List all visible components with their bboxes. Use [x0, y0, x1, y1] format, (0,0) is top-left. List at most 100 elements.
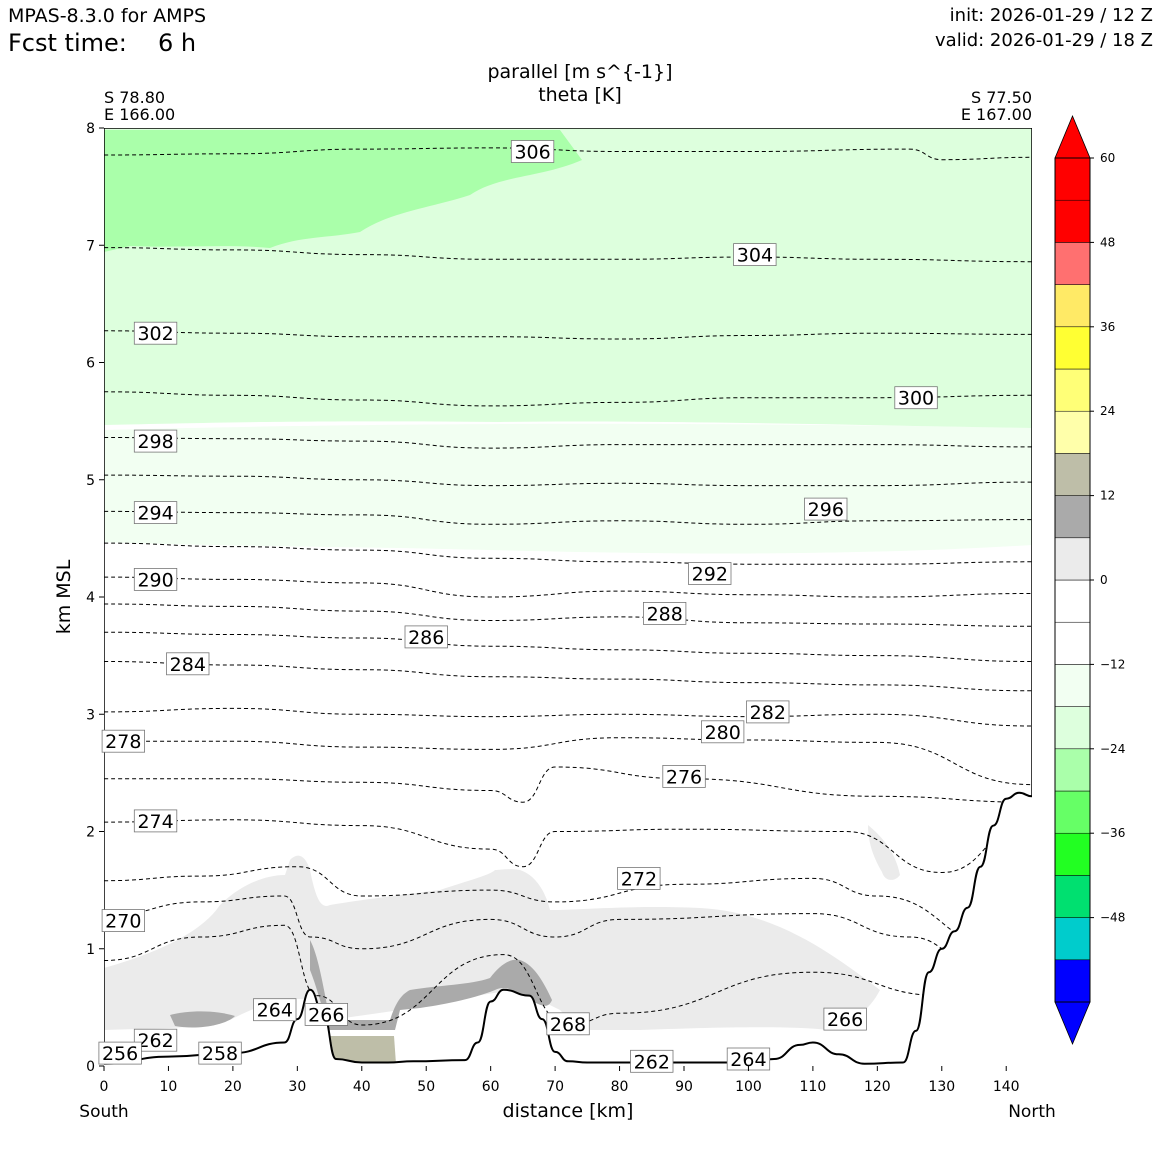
model-title: MPAS-8.3.0 for AMPS: [8, 5, 207, 27]
colorbar-tick-label: −36: [1100, 826, 1125, 840]
theta-contour-304: [104, 247, 1032, 263]
colorbar-bin: [1054, 495, 1091, 539]
theta-contour-268: [104, 924, 942, 1026]
x-tick-label: 110: [800, 1079, 827, 1095]
colorbar-bin: [1054, 917, 1091, 961]
theta-label: 274: [137, 811, 173, 833]
theta-label-box: [253, 998, 297, 1022]
x-tick-label: 0: [100, 1079, 109, 1095]
y-tick-label: 4: [86, 590, 95, 606]
shade-plus18: [330, 1036, 396, 1064]
theta-contour-278: [104, 737, 1032, 786]
colorbar-tick-label: 48: [1100, 235, 1115, 249]
theta-label: 288: [647, 603, 683, 625]
theta-label: 306: [514, 142, 550, 164]
colorbar-bin: [1054, 875, 1091, 918]
theta-contour-296: [104, 474, 1032, 487]
theta-label-box: [133, 429, 178, 453]
theta-label-box: [98, 1041, 142, 1065]
theta-label-box: [133, 501, 178, 525]
theta-label-box: [198, 1041, 242, 1065]
colorbar-tick-label: 12: [1100, 489, 1115, 503]
theta-label: 276: [666, 766, 702, 788]
theta-label-box: [617, 867, 661, 890]
x-start-label: South: [79, 1102, 128, 1122]
colorbar-bin: [1054, 537, 1091, 581]
colorbar-tick-label: 60: [1100, 151, 1115, 165]
theta-label-box: [823, 1007, 867, 1031]
theta-label-box: [662, 765, 706, 788]
theta-label-box: [101, 909, 145, 932]
theta-contour-284: [104, 661, 1032, 692]
theta-label: 284: [170, 654, 206, 676]
x-tick-label: 90: [675, 1079, 693, 1095]
theta-contour-290: [104, 576, 1032, 598]
chart-title-line2: theta [K]: [538, 84, 622, 106]
x-end-label: North: [1008, 1102, 1056, 1122]
x-tick-label: 30: [288, 1079, 306, 1095]
shade-minus12: [104, 423, 1032, 554]
theta-label: 300: [898, 388, 934, 410]
x-axis-label: distance [km]: [503, 1100, 634, 1122]
theta-label-box: [101, 729, 145, 753]
theta-label-box: [166, 652, 210, 676]
theta-contour-292: [104, 542, 1032, 565]
theta-label-box: [733, 243, 777, 267]
right-endpoint-lat: S 77.50: [971, 88, 1032, 107]
theta-label: 264: [730, 1049, 766, 1071]
x-tick-label: 80: [611, 1079, 629, 1095]
x-tick-label: 60: [482, 1079, 500, 1095]
colorbar-extend-max: [1054, 114, 1091, 159]
x-tick-label: 70: [546, 1079, 564, 1095]
colorbar-tick-label: 0: [1100, 573, 1108, 587]
theta-contour-276: [104, 766, 1032, 803]
theta-label-box: [510, 140, 555, 163]
init-time: init: 2026-01-29 / 12 Z: [949, 5, 1153, 26]
colorbar-tick-label: 36: [1100, 320, 1115, 334]
colorbar-bin: [1054, 790, 1091, 834]
colorbar-tick-label: 24: [1100, 404, 1115, 418]
theta-label: 264: [257, 1000, 293, 1022]
x-tick-label: 120: [864, 1079, 891, 1095]
colorbar-bin: [1054, 157, 1091, 201]
colorbar-bin: [1054, 959, 1091, 1003]
theta-label: 272: [621, 868, 657, 890]
theta-label: 286: [408, 627, 444, 649]
theta-label: 304: [737, 245, 773, 267]
colorbar-extend-min: [1054, 1001, 1091, 1046]
colorbar-bin: [1054, 368, 1091, 412]
theta-contour-274: [104, 819, 1032, 874]
theta-label: 258: [202, 1043, 238, 1065]
shade-plus12-south: [170, 1011, 235, 1028]
theta-label: 296: [808, 499, 844, 521]
forecast-time-label: Fcst time:: [8, 29, 127, 57]
theta-label-box: [404, 625, 448, 649]
valid-time: valid: 2026-01-29 / 18 Z: [935, 30, 1153, 51]
y-tick-label: 7: [86, 238, 95, 254]
colorbar-bin: [1054, 706, 1091, 750]
theta-label: 268: [550, 1014, 586, 1036]
colorbar-bin: [1054, 284, 1091, 328]
theta-label-box: [133, 568, 178, 591]
x-tick-label: 100: [735, 1079, 762, 1095]
y-tick-label: 0: [86, 1059, 95, 1075]
colorbar-bin: [1054, 242, 1091, 285]
theta-label: 280: [705, 722, 741, 744]
y-tick-label: 6: [86, 356, 95, 372]
colorbar-tick-label: −48: [1100, 911, 1125, 925]
theta-contour-272: [104, 866, 1007, 950]
theta-label-box: [304, 1003, 349, 1026]
y-tick-label: 5: [86, 473, 95, 489]
theta-contour-300: [104, 391, 1032, 407]
colorbar-tick-label: −24: [1100, 742, 1125, 756]
shade-minus24: [104, 130, 582, 252]
theta-label-box: [133, 321, 178, 345]
y-tick-label: 1: [86, 942, 95, 958]
theta-label-box: [630, 1049, 674, 1073]
theta-label: 270: [105, 911, 141, 933]
colorbar-bin: [1054, 832, 1091, 876]
colorbar-bin: [1054, 579, 1091, 623]
theta-label: 302: [137, 323, 173, 345]
theta-label: 290: [137, 569, 173, 591]
theta-label-box: [546, 1012, 590, 1036]
